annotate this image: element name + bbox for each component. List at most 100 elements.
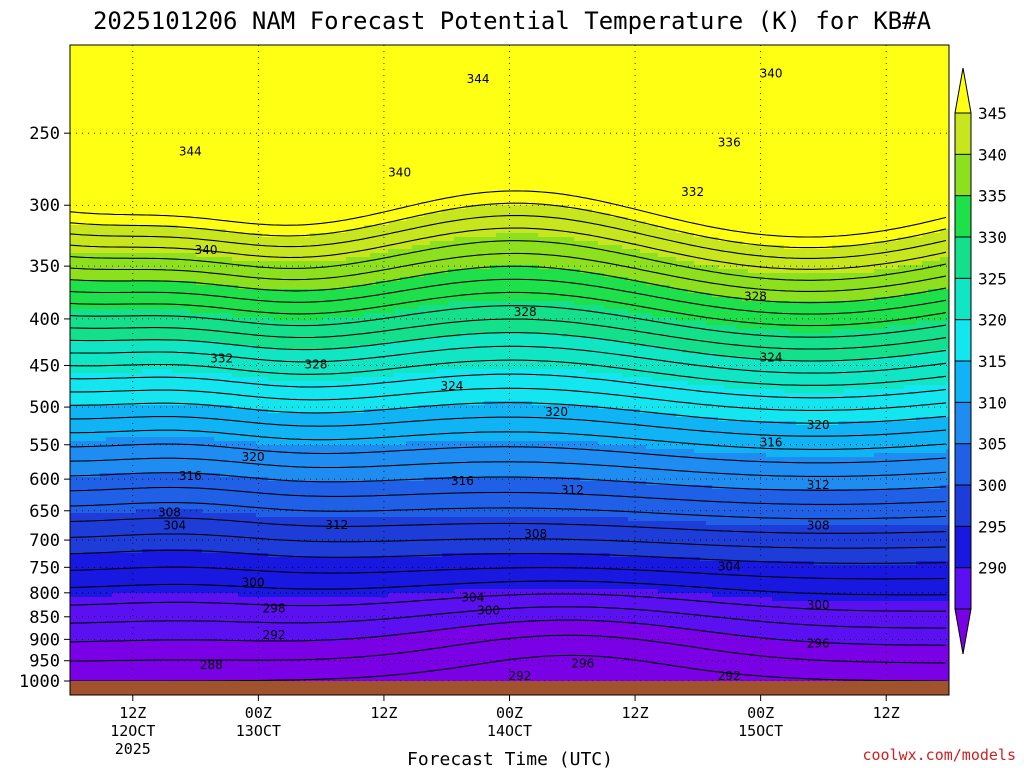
field-cell	[106, 613, 113, 618]
field-cell	[232, 81, 239, 86]
field-cell	[202, 201, 209, 206]
field-cell	[112, 453, 119, 458]
field-cell	[112, 569, 119, 574]
field-cell	[142, 97, 149, 102]
field-cell	[172, 489, 179, 494]
field-cell	[124, 577, 131, 582]
field-cell	[202, 297, 209, 302]
field-cell	[94, 553, 101, 558]
field-cell	[220, 597, 227, 602]
field-cell	[232, 213, 239, 218]
field-cell	[148, 253, 155, 258]
field-cell	[226, 269, 233, 274]
field-cell	[136, 61, 143, 66]
field-cell	[148, 661, 155, 666]
field-cell	[178, 473, 185, 478]
field-cell	[118, 625, 125, 630]
field-cell	[202, 337, 209, 342]
field-cell	[94, 521, 101, 526]
field-cell	[208, 573, 215, 578]
field-cell	[76, 405, 83, 410]
field-cell	[112, 109, 119, 114]
field-cell	[94, 573, 101, 578]
field-cell	[94, 333, 101, 338]
field-cell	[172, 501, 179, 506]
field-cell	[82, 45, 89, 50]
field-cell	[250, 609, 257, 614]
field-cell	[208, 529, 215, 534]
field-cell	[112, 77, 119, 82]
field-cell	[232, 325, 239, 330]
field-cell	[88, 617, 95, 622]
field-cell	[226, 373, 233, 378]
field-cell	[142, 449, 149, 454]
field-cell	[160, 125, 167, 130]
field-cell	[226, 673, 233, 678]
field-cell	[166, 493, 173, 498]
field-cell	[220, 345, 227, 350]
field-cell	[82, 185, 89, 190]
field-cell	[178, 149, 185, 154]
field-cell	[208, 465, 215, 470]
field-cell	[112, 497, 119, 502]
field-cell	[76, 449, 83, 454]
field-cell	[142, 225, 149, 230]
field-cell	[244, 533, 251, 538]
field-cell	[190, 345, 197, 350]
field-cell	[208, 85, 215, 90]
field-cell	[178, 217, 185, 222]
field-cell	[166, 141, 173, 146]
field-cell	[112, 441, 119, 446]
field-cell	[82, 353, 89, 358]
field-cell	[136, 349, 143, 354]
field-cell	[142, 365, 149, 370]
field-cell	[226, 217, 233, 222]
field-cell	[142, 349, 149, 354]
field-cell	[256, 137, 263, 142]
field-cell	[82, 505, 89, 510]
field-cell	[202, 385, 209, 390]
field-cell	[148, 113, 155, 118]
field-cell	[202, 45, 209, 50]
field-cell	[160, 641, 167, 646]
field-cell	[88, 165, 95, 170]
field-cell	[214, 593, 221, 598]
field-cell	[100, 213, 107, 218]
field-cell	[130, 289, 137, 294]
field-cell	[172, 409, 179, 414]
field-cell	[82, 597, 89, 602]
field-cell	[154, 677, 161, 681]
field-cell	[94, 645, 101, 650]
field-cell	[154, 641, 161, 646]
field-cell	[160, 181, 167, 186]
field-cell	[238, 445, 245, 450]
field-cell	[172, 137, 179, 142]
field-cell	[214, 509, 221, 514]
field-cell	[220, 629, 227, 634]
field-cell	[94, 417, 101, 422]
field-cell	[160, 557, 167, 562]
field-cell	[238, 341, 245, 346]
field-cell	[166, 633, 173, 638]
field-cell	[172, 433, 179, 438]
field-cell	[172, 297, 179, 302]
field-cell	[94, 649, 101, 654]
field-cell	[136, 377, 143, 382]
field-cell	[208, 345, 215, 350]
field-cell	[130, 329, 137, 334]
field-cell	[232, 641, 239, 646]
field-cell	[178, 585, 185, 590]
field-cell	[88, 93, 95, 98]
field-cell	[232, 645, 239, 650]
field-cell	[112, 209, 119, 214]
field-cell	[208, 45, 215, 50]
field-cell	[208, 105, 215, 110]
field-cell	[220, 525, 227, 530]
field-cell	[208, 173, 215, 178]
field-cell	[118, 485, 125, 490]
field-cell	[76, 573, 83, 578]
field-cell	[196, 193, 203, 198]
field-cell	[196, 89, 203, 94]
field-cell	[232, 321, 239, 326]
field-cell	[130, 589, 137, 594]
